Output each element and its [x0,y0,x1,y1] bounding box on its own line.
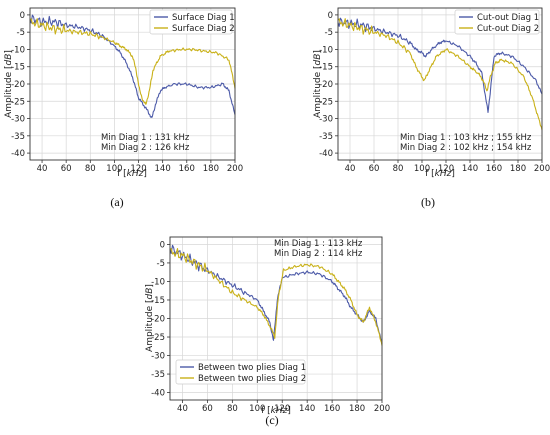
x-axis-label: f [kHz] [261,406,291,416]
y-tick-label: 0 [328,11,333,21]
x-tick-label: 60 [61,164,72,174]
x-tick-label: 140 [462,164,478,174]
x-tick-label: 180 [349,404,365,414]
y-tick-label: 0 [160,240,165,250]
legend-entry: Between two plies Diag 2 [198,374,306,384]
y-tick-label: -30 [319,115,333,125]
y-tick-label: -5 [157,259,165,269]
series-line-2 [29,18,236,105]
y-tick-label: -5 [325,28,333,38]
panel-label: (c) [265,413,278,427]
y-tick-label: -5 [17,28,25,38]
min-annotation: Min Diag 2 : 114 kHz [274,249,363,259]
legend-entry: Cut-out Diag 2 [477,24,539,34]
y-tick-label: -15 [11,63,25,73]
plot-frame [169,236,383,401]
x-tick-label: 140 [299,404,315,414]
legend-entry: Surface Diag 2 [172,24,235,34]
x-tick-label: 100 [106,164,122,174]
x-tick-label: 40 [345,164,356,174]
x-tick-label: 180 [203,164,219,174]
y-tick-label: -15 [319,63,333,73]
x-tick-label: 60 [369,164,380,174]
min-annotation: Min Diag 1 : 103 kHz ; 155 kHz [400,133,532,143]
y-tick-label: -25 [11,97,25,107]
x-tick-label: 40 [37,164,48,174]
x-tick-label: 100 [414,164,430,174]
y-tick-label: -10 [151,277,165,287]
x-tick-label: 80 [85,164,96,174]
y-axis-label: Amplitude [dB] [4,50,14,118]
panel-label: (b) [421,195,435,209]
y-tick-label: -20 [319,80,333,90]
series-line-1 [337,17,543,114]
x-tick-label: 120 [274,404,290,414]
panel-label: (a) [110,195,123,209]
x-tick-label: 140 [155,164,171,174]
x-tick-label: 120 [438,164,454,174]
y-tick-label: -20 [11,80,25,90]
x-tick-label: 200 [374,404,390,414]
x-tick-label: 80 [393,164,404,174]
chart-panel-2: 40 60 80 100 120 140 160 180 200 0 -5 -10 -15 -20 -25 -… [313,7,550,209]
chart-panel-3: 40 60 80 100 120 140 160 180 200 0 -5 -10 -15 -20 -25 -… [145,236,390,427]
plot-frame [337,7,543,161]
x-tick-label: 120 [130,164,146,174]
legend-box [175,359,306,385]
min-annotation: Min Diag 1 : 131 kHz [101,133,190,143]
legend-entry: Surface Diag 1 [172,13,235,23]
y-tick-label: -40 [11,149,25,159]
y-tick-label: -40 [151,389,165,399]
x-tick-label: 60 [202,404,213,414]
x-axis-label: f [kHz] [117,169,147,179]
min-annotation: Min Diag 1 : 113 kHz [274,239,363,249]
min-annotation: Min Diag 2 : 126 kHz [101,143,190,153]
y-tick-label: -35 [151,370,165,380]
legend-box [454,9,540,35]
y-tick-label: -25 [319,97,333,107]
x-tick-label: 200 [227,164,243,174]
x-tick-label: 40 [177,404,188,414]
y-tick-label: -30 [11,115,25,125]
chart-panel-1: 40 60 80 100 120 140 160 180 200 0 -5 -10 -15 -20 -25 -… [4,7,243,209]
x-tick-label: 80 [227,404,238,414]
y-tick-label: -10 [319,45,333,55]
y-axis-label: Amplitude [dB] [313,50,323,118]
series-line-2 [169,247,383,346]
y-tick-label: -35 [319,132,333,142]
series-line-1 [29,14,236,118]
x-tick-label: 180 [510,164,526,174]
legend-box [149,9,233,35]
x-tick-label: 160 [324,404,340,414]
x-tick-label: 200 [534,164,550,174]
x-tick-label: 160 [486,164,502,174]
y-axis-label: Amplitude [dB] [145,284,155,352]
y-tick-label: -40 [319,149,333,159]
y-tick-label: -35 [11,132,25,142]
y-tick-label: 0 [20,11,25,21]
y-tick-label: -25 [151,333,165,343]
plot-frame [29,7,236,161]
x-axis-label: f [kHz] [425,169,455,179]
min-annotation: Min Diag 2 : 102 kHz ; 154 kHz [400,143,532,153]
legend-entry: Cut-out Diag 1 [477,13,539,23]
series-line-2 [337,18,543,131]
y-tick-label: -30 [151,352,165,362]
y-tick-label: -10 [11,45,25,55]
x-tick-label: 160 [179,164,195,174]
legend-entry: Between two plies Diag 1 [198,363,306,373]
x-tick-label: 100 [249,404,265,414]
y-tick-label: -20 [151,315,165,325]
y-tick-label: -15 [151,296,165,306]
